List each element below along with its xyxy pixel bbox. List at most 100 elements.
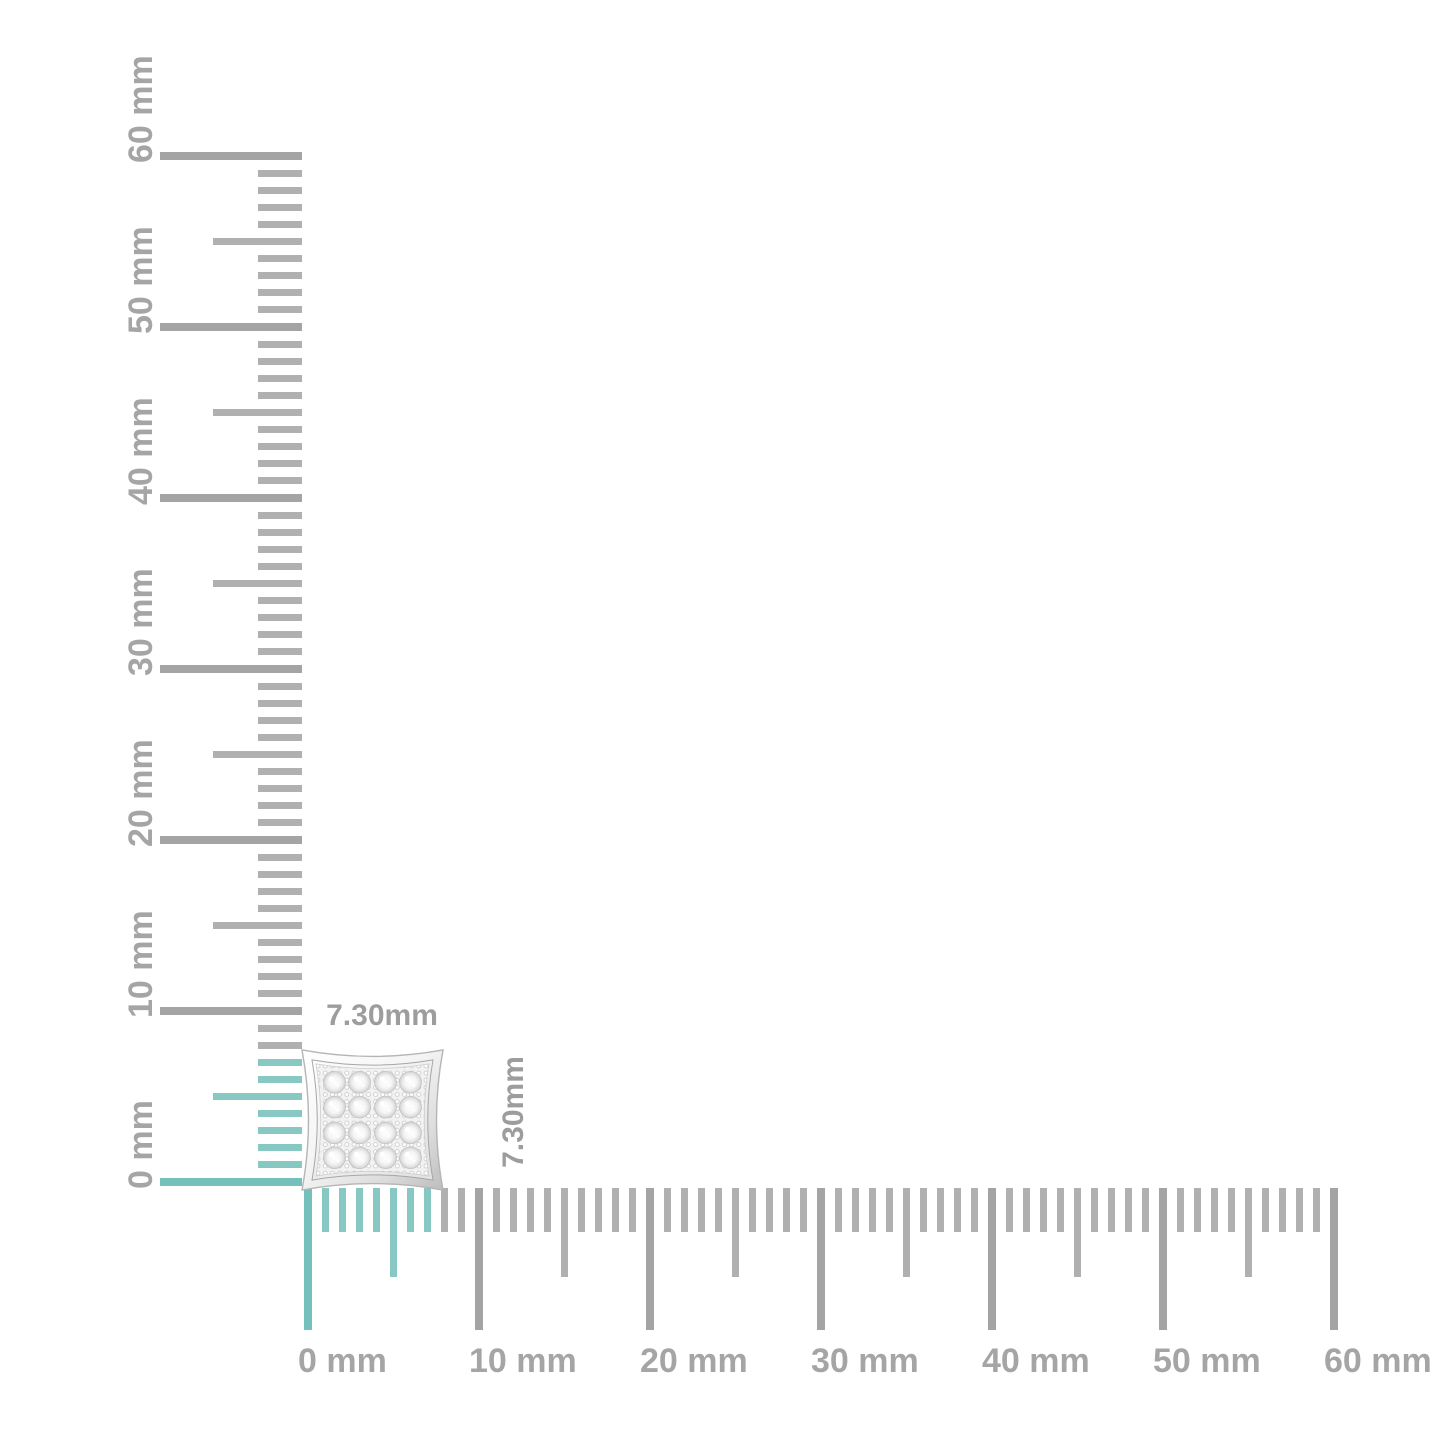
v-ruler-tick-55mm (213, 238, 302, 245)
v-ruler-tick-4mm (258, 1110, 302, 1118)
h-ruler-tick-30mm (817, 1188, 825, 1330)
v-ruler-tick-12mm (258, 973, 302, 981)
v-ruler-tick-30mm (160, 665, 302, 673)
v-ruler-tick-3mm (258, 1127, 302, 1135)
h-ruler-label-40mm: 40 mm (982, 1342, 1090, 1380)
v-ruler-tick-22mm (258, 802, 302, 810)
h-ruler-tick-46mm (1091, 1188, 1099, 1232)
v-ruler-tick-57mm (258, 203, 302, 211)
v-ruler-tick-44mm (258, 426, 302, 434)
v-ruler-label-60mm: 60 mm (122, 55, 160, 163)
v-ruler-label-0mm: 0 mm (122, 1100, 160, 1189)
h-ruler-tick-41mm (1005, 1188, 1013, 1232)
v-ruler-label-20mm: 20 mm (122, 739, 160, 847)
h-ruler-tick-1mm (321, 1188, 329, 1232)
v-ruler-tick-7mm (258, 1058, 302, 1066)
h-ruler-tick-18mm (612, 1188, 620, 1232)
h-ruler-tick-49mm (1142, 1188, 1150, 1232)
v-ruler-tick-14mm (258, 939, 302, 947)
h-ruler-tick-42mm (1022, 1188, 1030, 1232)
h-ruler-tick-2mm (338, 1188, 346, 1232)
v-ruler-tick-37mm (258, 545, 302, 553)
h-ruler-tick-26mm (749, 1188, 757, 1232)
h-ruler-tick-36mm (920, 1188, 928, 1232)
v-ruler-tick-56mm (258, 220, 302, 228)
v-ruler-tick-26mm (258, 733, 302, 741)
h-ruler-tick-11mm (492, 1188, 500, 1232)
v-ruler-tick-1mm (258, 1161, 302, 1169)
h-ruler-label-50mm: 50 mm (1153, 1342, 1261, 1380)
h-ruler-tick-44mm (1056, 1188, 1064, 1232)
v-ruler-tick-2mm (258, 1144, 302, 1152)
h-ruler-tick-10mm (475, 1188, 483, 1330)
v-ruler-tick-31mm (258, 648, 302, 656)
v-ruler-tick-23mm (258, 785, 302, 793)
h-ruler-tick-24mm (714, 1188, 722, 1232)
h-ruler-tick-40mm (988, 1188, 996, 1330)
h-ruler-tick-60mm (1330, 1188, 1338, 1330)
h-ruler-tick-19mm (629, 1188, 637, 1232)
h-ruler-label-10mm: 10 mm (469, 1342, 577, 1380)
h-ruler-tick-16mm (578, 1188, 586, 1232)
h-ruler-tick-47mm (1108, 1188, 1116, 1232)
v-ruler-tick-47mm (258, 374, 302, 382)
h-ruler-tick-7mm (424, 1188, 432, 1232)
v-ruler-tick-27mm (258, 716, 302, 724)
v-ruler-tick-35mm (213, 580, 302, 587)
h-ruler-tick-3mm (355, 1188, 363, 1232)
v-ruler-tick-9mm (258, 1024, 302, 1032)
v-ruler-tick-15mm (213, 922, 302, 929)
v-ruler-tick-46mm (258, 391, 302, 399)
h-ruler-tick-12mm (509, 1188, 517, 1232)
h-ruler-tick-51mm (1176, 1188, 1184, 1232)
h-ruler-tick-32mm (851, 1188, 859, 1232)
h-ruler-tick-17mm (595, 1188, 603, 1232)
v-ruler-tick-8mm (258, 1041, 302, 1049)
v-ruler-tick-53mm (258, 272, 302, 280)
v-ruler-tick-60mm (160, 152, 302, 160)
h-ruler-tick-23mm (697, 1188, 705, 1232)
h-ruler-tick-13mm (526, 1188, 534, 1232)
v-ruler-tick-16mm (258, 904, 302, 912)
h-ruler-tick-5mm (390, 1188, 397, 1277)
h-ruler-tick-43mm (1039, 1188, 1047, 1232)
h-ruler-tick-55mm (1245, 1188, 1252, 1277)
h-ruler-tick-22mm (680, 1188, 688, 1232)
h-ruler-tick-52mm (1193, 1188, 1201, 1232)
v-ruler-tick-28mm (258, 699, 302, 707)
h-ruler-tick-34mm (885, 1188, 893, 1232)
v-ruler-tick-38mm (258, 528, 302, 536)
h-ruler-tick-21mm (663, 1188, 671, 1232)
h-ruler-tick-54mm (1227, 1188, 1235, 1232)
v-ruler-tick-0mm (160, 1178, 302, 1186)
width-dimension-label: 7.30mm (326, 999, 438, 1032)
height-dimension-label: 7.30mm (497, 1056, 530, 1168)
v-ruler-tick-45mm (213, 409, 302, 416)
v-ruler-tick-49mm (258, 340, 302, 348)
v-ruler-tick-50mm (160, 323, 302, 331)
v-ruler-tick-21mm (258, 819, 302, 827)
v-ruler-tick-24mm (258, 768, 302, 776)
v-ruler-label-40mm: 40 mm (122, 397, 160, 505)
h-ruler-tick-20mm (646, 1188, 654, 1330)
v-ruler-tick-42mm (258, 460, 302, 468)
h-ruler-tick-56mm (1262, 1188, 1270, 1232)
h-ruler-tick-48mm (1125, 1188, 1133, 1232)
v-ruler-tick-36mm (258, 562, 302, 570)
h-ruler-label-0mm: 0 mm (298, 1342, 387, 1380)
h-ruler-tick-15mm (561, 1188, 568, 1277)
earring-pave-field (315, 1063, 430, 1177)
v-ruler-tick-41mm (258, 477, 302, 485)
h-ruler-tick-53mm (1210, 1188, 1218, 1232)
v-ruler-label-50mm: 50 mm (122, 226, 160, 334)
h-ruler-tick-31mm (834, 1188, 842, 1232)
v-ruler-tick-43mm (258, 443, 302, 451)
v-ruler-tick-13mm (258, 956, 302, 964)
v-ruler-tick-33mm (258, 614, 302, 622)
product-image-earring (301, 1049, 444, 1191)
v-ruler-tick-20mm (160, 836, 302, 844)
h-ruler-tick-37mm (937, 1188, 945, 1232)
h-ruler-tick-50mm (1159, 1188, 1167, 1330)
v-ruler-tick-11mm (258, 990, 302, 998)
v-ruler-tick-32mm (258, 631, 302, 639)
